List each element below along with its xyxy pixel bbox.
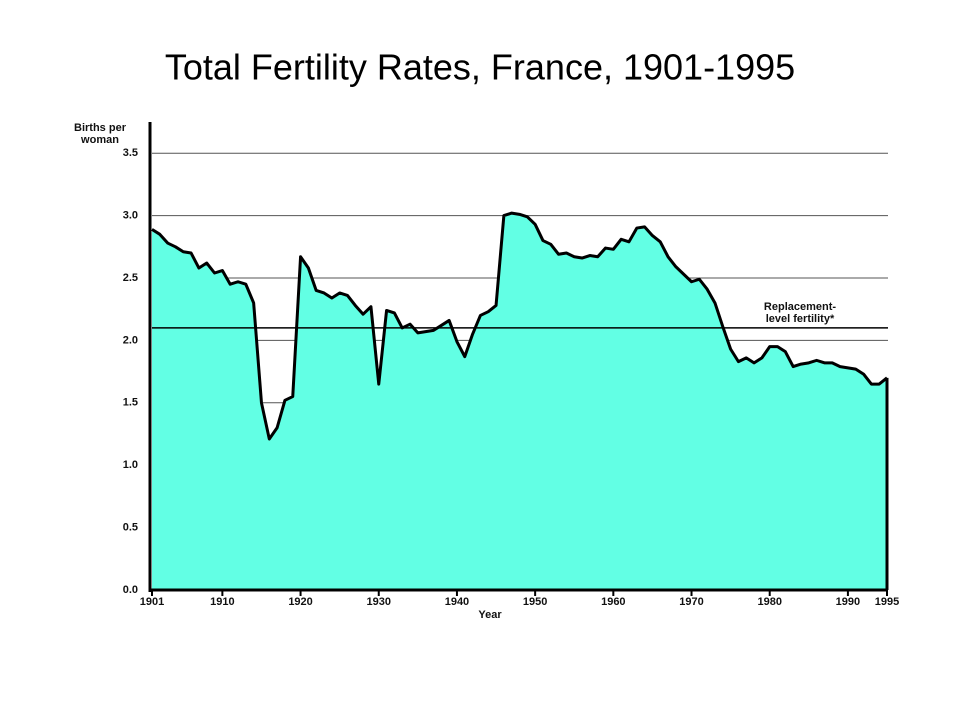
area-line <box>151 211 888 441</box>
x-tick-label: 1980 <box>757 596 781 608</box>
x-tick-label: 1950 <box>523 596 547 608</box>
x-tick-label: 1901 <box>140 596 164 608</box>
x-axis-label: Year <box>478 609 502 621</box>
y-tick-label: 3.5 <box>123 147 138 159</box>
x-tick-label: 1920 <box>288 596 312 608</box>
y-axis-label: Births per <box>74 122 127 134</box>
y-tick-label: 1.5 <box>123 397 138 409</box>
x-tick-label: 1930 <box>367 596 391 608</box>
chart-title: Total Fertility Rates, France, 1901-1995 <box>165 47 795 88</box>
x-tick-label: 1995 <box>875 596 899 608</box>
y-tick-label: 1.0 <box>123 459 138 471</box>
y-tick-label: 2.0 <box>123 334 138 346</box>
reference-label: Replacement- <box>764 301 836 313</box>
y-tick-label: 2.5 <box>123 272 138 284</box>
y-axis-label: woman <box>80 134 119 146</box>
x-tick-label: 1960 <box>601 596 625 608</box>
x-tick-label: 1970 <box>679 596 703 608</box>
area-fill <box>152 213 887 590</box>
reference-label: level fertility* <box>766 313 835 325</box>
x-tick-label: 1910 <box>210 596 234 608</box>
x-tick-label: 1940 <box>445 596 469 608</box>
x-tick-label: 1990 <box>836 596 860 608</box>
y-tick-label: 0.5 <box>123 522 138 534</box>
y-tick-label: 3.0 <box>123 210 138 222</box>
y-tick-label: 0.0 <box>123 584 138 596</box>
